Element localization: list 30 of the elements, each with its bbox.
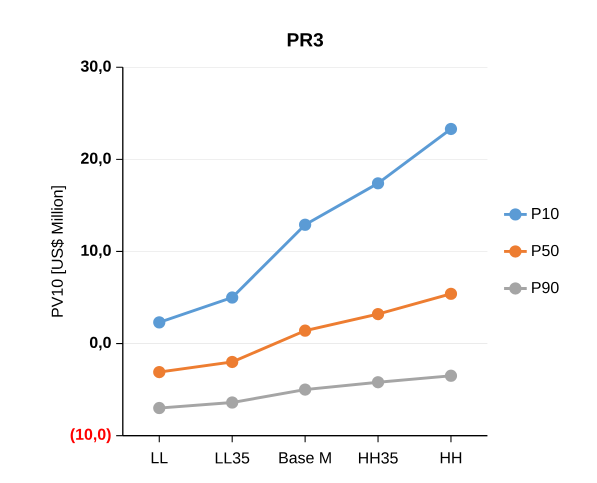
point <box>226 356 238 368</box>
point <box>153 402 166 414</box>
point <box>153 316 166 329</box>
y-tick-label: 10,0 <box>81 244 111 258</box>
y-tick-label: 30,0 <box>80 60 111 74</box>
x-tick-label: LL35 <box>216 452 250 464</box>
point <box>444 288 458 300</box>
point <box>444 122 458 136</box>
legend-label: P50 <box>532 244 559 256</box>
legend-label: P10 <box>532 208 559 220</box>
point <box>226 291 238 304</box>
x-tick-label: HH <box>440 452 462 464</box>
point <box>299 218 312 231</box>
point <box>372 308 384 320</box>
point <box>226 396 238 409</box>
legend-label: P90 <box>532 282 559 294</box>
x-tick-label: HH35 <box>358 452 398 464</box>
y-tick-label: 0,0 <box>90 336 111 350</box>
chart-title: PR3 <box>288 33 324 47</box>
y-axis-title: PV10 [US$ Million] <box>50 186 66 317</box>
point <box>153 366 166 378</box>
x-tick-label: LL <box>152 452 168 464</box>
point <box>299 324 312 337</box>
y-tick-label: 20,0 <box>81 152 111 166</box>
y-tick-label: (10,0) <box>70 428 111 444</box>
point <box>372 177 384 190</box>
point <box>299 384 312 396</box>
point <box>444 370 458 382</box>
point <box>372 376 384 388</box>
x-tick-label: Base M <box>279 452 331 464</box>
